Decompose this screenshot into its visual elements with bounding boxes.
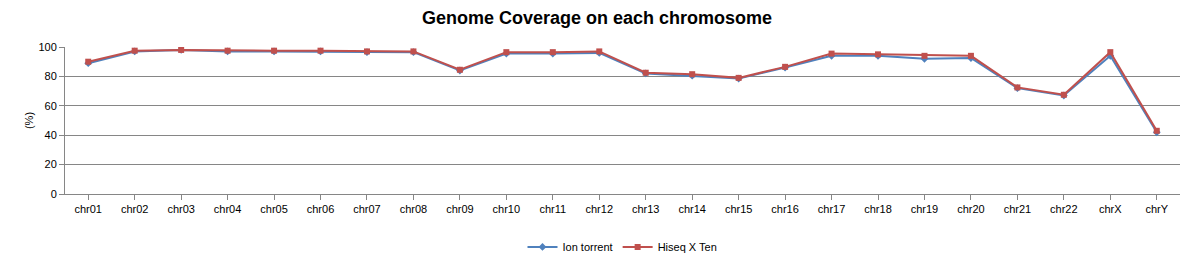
svg-text:chr04: chr04 (214, 203, 242, 215)
svg-text:Ion torrent: Ion torrent (563, 241, 613, 253)
svg-text:0: 0 (51, 188, 57, 200)
svg-text:chr01: chr01 (74, 203, 102, 215)
svg-text:Hiseq X Ten: Hiseq X Ten (658, 241, 717, 253)
svg-text:100: 100 (38, 41, 56, 53)
svg-text:chr22: chr22 (1050, 203, 1078, 215)
svg-text:chr07: chr07 (353, 203, 381, 215)
svg-text:(%): (%) (23, 112, 35, 129)
svg-text:chrX: chrX (1099, 203, 1122, 215)
svg-text:60: 60 (45, 100, 57, 112)
svg-text:chr06: chr06 (307, 203, 335, 215)
svg-text:chr09: chr09 (446, 203, 474, 215)
svg-text:chr15: chr15 (725, 203, 753, 215)
svg-text:chr10: chr10 (493, 203, 521, 215)
svg-text:chr17: chr17 (818, 203, 846, 215)
svg-text:chr13: chr13 (632, 203, 660, 215)
svg-text:chr19: chr19 (911, 203, 939, 215)
svg-text:Genome Coverage on each chromo: Genome Coverage on each chromosome (422, 8, 772, 28)
svg-text:chr03: chr03 (167, 203, 195, 215)
svg-text:chrY: chrY (1145, 203, 1168, 215)
svg-text:chr20: chr20 (957, 203, 985, 215)
svg-text:chr02: chr02 (121, 203, 149, 215)
svg-text:chr05: chr05 (260, 203, 288, 215)
svg-text:chr12: chr12 (586, 203, 614, 215)
svg-text:chr16: chr16 (771, 203, 799, 215)
svg-text:80: 80 (45, 70, 57, 82)
svg-text:chr14: chr14 (678, 203, 706, 215)
svg-text:chr11: chr11 (539, 203, 566, 215)
svg-text:chr08: chr08 (400, 203, 428, 215)
svg-text:chr18: chr18 (864, 203, 892, 215)
svg-text:40: 40 (45, 129, 57, 141)
svg-text:20: 20 (45, 158, 57, 170)
svg-text:chr21: chr21 (1004, 203, 1032, 215)
